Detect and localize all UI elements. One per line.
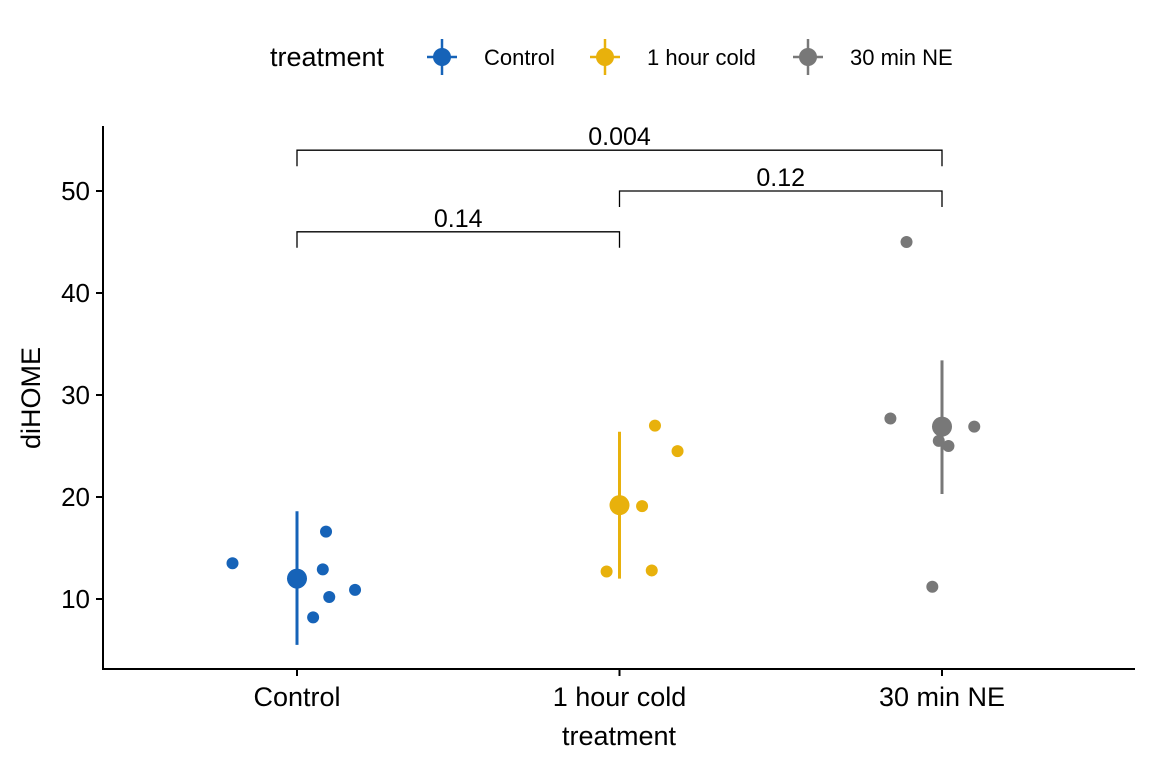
data-point (968, 420, 981, 433)
series-1-hour-cold (600, 419, 684, 579)
comparison-p-value: 0.12 (756, 164, 805, 192)
legend-entry: 30 min NE (793, 39, 953, 75)
y-tick-label: 30 (61, 380, 90, 410)
mean-point (932, 416, 952, 437)
data-point (645, 564, 658, 577)
legend-title: treatment (270, 42, 385, 72)
y-tick-label: 50 (61, 176, 90, 206)
axes: 10 20 30 40 50 Control 1 hour cold 30 min NE t… (16, 126, 1135, 751)
legend-entry: Control (427, 39, 555, 75)
data-point (307, 611, 320, 624)
comparison-p-value: 0.14 (434, 205, 483, 233)
data-point (323, 590, 336, 603)
series-30-min-ne (884, 236, 981, 593)
data-point (671, 445, 684, 458)
legend-key-point (596, 48, 614, 66)
legend-key-point (799, 48, 817, 66)
x-ticks: Control 1 hour cold 30 min NE (253, 669, 1005, 712)
comparison-bracket (296, 231, 621, 248)
comparison-bracket (618, 190, 943, 207)
y-ticks: 10 20 30 40 50 (61, 176, 103, 614)
y-axis-label: diHOME (16, 347, 46, 449)
data-point (942, 440, 955, 452)
y-tick-label: 10 (61, 584, 90, 614)
data-point (320, 525, 333, 538)
data-point (226, 557, 239, 570)
legend-label: Control (484, 45, 555, 70)
data-point (884, 412, 897, 425)
x-tick-label: 30 min NE (879, 682, 1005, 712)
plot-area (226, 236, 981, 645)
data-point (600, 565, 613, 578)
comparison-p-value: 0.004 (588, 123, 651, 151)
series-control (226, 511, 362, 645)
data-point (316, 563, 329, 576)
data-point (900, 236, 913, 248)
y-tick-label: 20 (61, 482, 90, 512)
x-tick-label: Control (253, 682, 340, 712)
legend: treatment Control 1 hour cold 30 min NE (270, 39, 953, 75)
x-tick-label: 1 hour cold (553, 682, 687, 712)
x-axis-label: treatment (562, 721, 677, 751)
legend-key-point (433, 48, 451, 66)
comparison-bracket (296, 149, 943, 167)
legend-label: 1 hour cold (647, 45, 756, 70)
y-tick-label: 40 (61, 278, 90, 308)
legend-entry: 1 hour cold (590, 39, 756, 75)
mean-point (609, 495, 630, 516)
data-point (349, 583, 362, 596)
data-point (636, 500, 649, 513)
data-point (926, 580, 939, 593)
legend-label: 30 min NE (850, 45, 953, 70)
comparison-brackets: 0.14 0.12 0.004 (296, 123, 943, 248)
mean-point (287, 568, 307, 589)
data-point (648, 419, 661, 432)
